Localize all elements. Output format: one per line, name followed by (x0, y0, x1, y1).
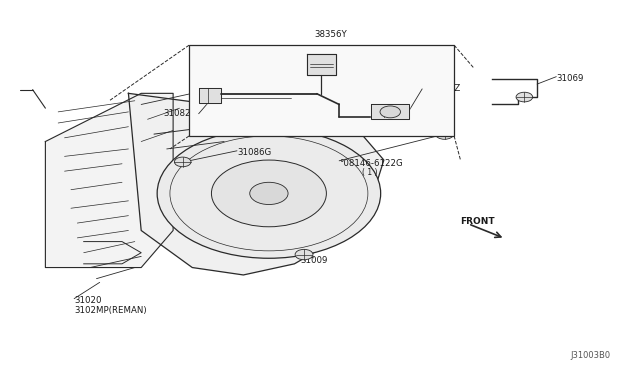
Text: FRONT: FRONT (461, 217, 495, 226)
Text: 31069: 31069 (556, 74, 584, 83)
Circle shape (174, 157, 191, 167)
Text: 38356Y: 38356Y (314, 29, 348, 39)
Circle shape (250, 182, 288, 205)
Text: 31082E: 31082E (397, 109, 429, 118)
Text: J31003B0: J31003B0 (570, 351, 611, 360)
Polygon shape (45, 93, 173, 267)
Circle shape (516, 92, 532, 102)
Text: 31082EA: 31082EA (164, 109, 202, 118)
Bar (189, 45, 454, 136)
Circle shape (436, 129, 454, 139)
Polygon shape (198, 88, 221, 103)
Text: °08146-6122G: °08146-6122G (339, 158, 403, 167)
Polygon shape (192, 101, 218, 116)
Text: 31009: 31009 (300, 256, 327, 264)
Text: 31020: 31020 (74, 296, 102, 305)
Text: ( 1 ): ( 1 ) (362, 168, 377, 177)
Text: 3102MP(REMAN): 3102MP(REMAN) (74, 306, 147, 315)
Polygon shape (129, 93, 384, 275)
Text: 31098Z: 31098Z (428, 84, 461, 93)
Polygon shape (307, 54, 336, 75)
Polygon shape (371, 105, 410, 119)
Circle shape (295, 249, 313, 260)
Circle shape (211, 160, 326, 227)
Text: 31086G: 31086G (237, 148, 271, 157)
Circle shape (380, 106, 401, 118)
Circle shape (157, 129, 381, 258)
